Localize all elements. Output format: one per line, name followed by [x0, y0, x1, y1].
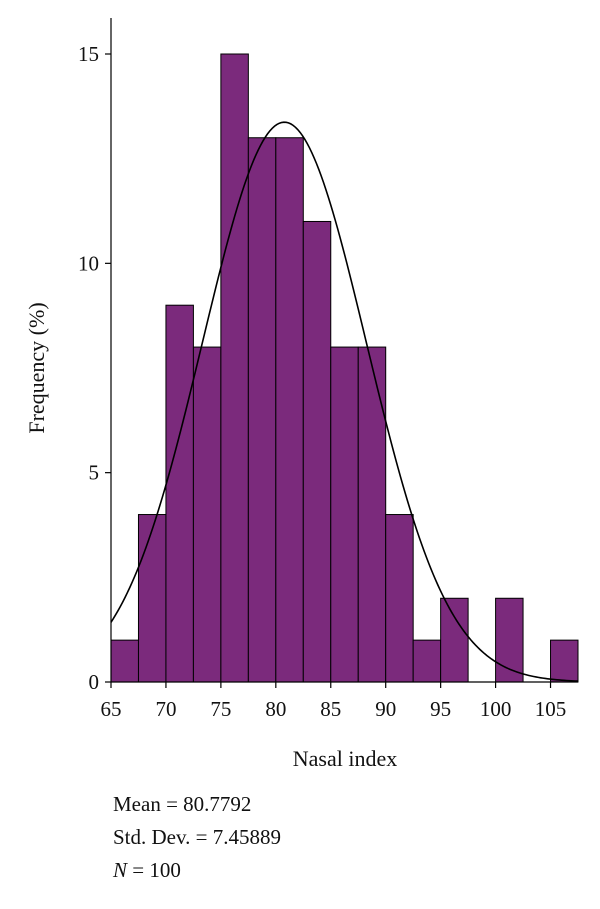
summary-statistics: Mean = 80.7792 Std. Dev. = 7.45889 N = 1…: [113, 788, 281, 887]
y-tick-label-15: 15: [78, 42, 99, 66]
x-tick-label-90: 90: [375, 697, 396, 721]
histogram-bar-4: [220, 53, 249, 683]
histogram-bar-16: [550, 639, 579, 683]
x-tick-label-100: 100: [480, 697, 512, 721]
histogram-bar-6: [275, 137, 304, 683]
histogram-chart: 65 70 75 80 85 90 95 100 105 0 5 10 15 Nasal index F…: [24, 18, 579, 771]
histogram-bar-0: [110, 639, 139, 683]
x-tick-label-65: 65: [101, 697, 122, 721]
x-tick-label-75: 75: [210, 697, 231, 721]
histogram-bar-1: [137, 514, 167, 683]
x-tick-label-80: 80: [265, 697, 286, 721]
histogram-bar-14: [495, 597, 524, 683]
x-tick-label-85: 85: [320, 697, 341, 721]
histogram-bar-11: [412, 639, 442, 683]
histogram-bar-12: [440, 597, 469, 683]
x-tick-label-95: 95: [430, 697, 451, 721]
histogram-bar-9: [357, 346, 387, 683]
histogram-bar-5: [247, 137, 277, 683]
histogram-bar-3: [192, 346, 222, 683]
normal-curve: [110, 121, 579, 682]
histogram-bar-2: [165, 304, 194, 683]
y-tick-label-5: 5: [89, 461, 100, 485]
n-value: = 100: [127, 858, 181, 882]
histogram-bar-7: [302, 220, 332, 683]
histogram-bar-8: [330, 346, 359, 683]
x-tick-label-105: 105: [535, 697, 567, 721]
std-dev-stat: Std. Dev. = 7.45889: [113, 825, 281, 849]
x-tick-label-70: 70: [155, 697, 176, 721]
y-axis-title: Frequency (%): [24, 302, 49, 433]
n-label: N: [113, 858, 128, 882]
y-tick-label-10: 10: [78, 251, 99, 275]
axes: 65 70 75 80 85 90 95 100 105 0 5 10 15: [78, 18, 578, 721]
histogram-bars: [110, 53, 579, 683]
n-stat: N = 100: [113, 854, 281, 887]
x-axis-title: Nasal index: [293, 746, 397, 771]
y-tick-label-0: 0: [89, 670, 100, 694]
histogram-bar-10: [385, 514, 414, 683]
mean-stat: Mean = 80.7792: [113, 792, 252, 816]
